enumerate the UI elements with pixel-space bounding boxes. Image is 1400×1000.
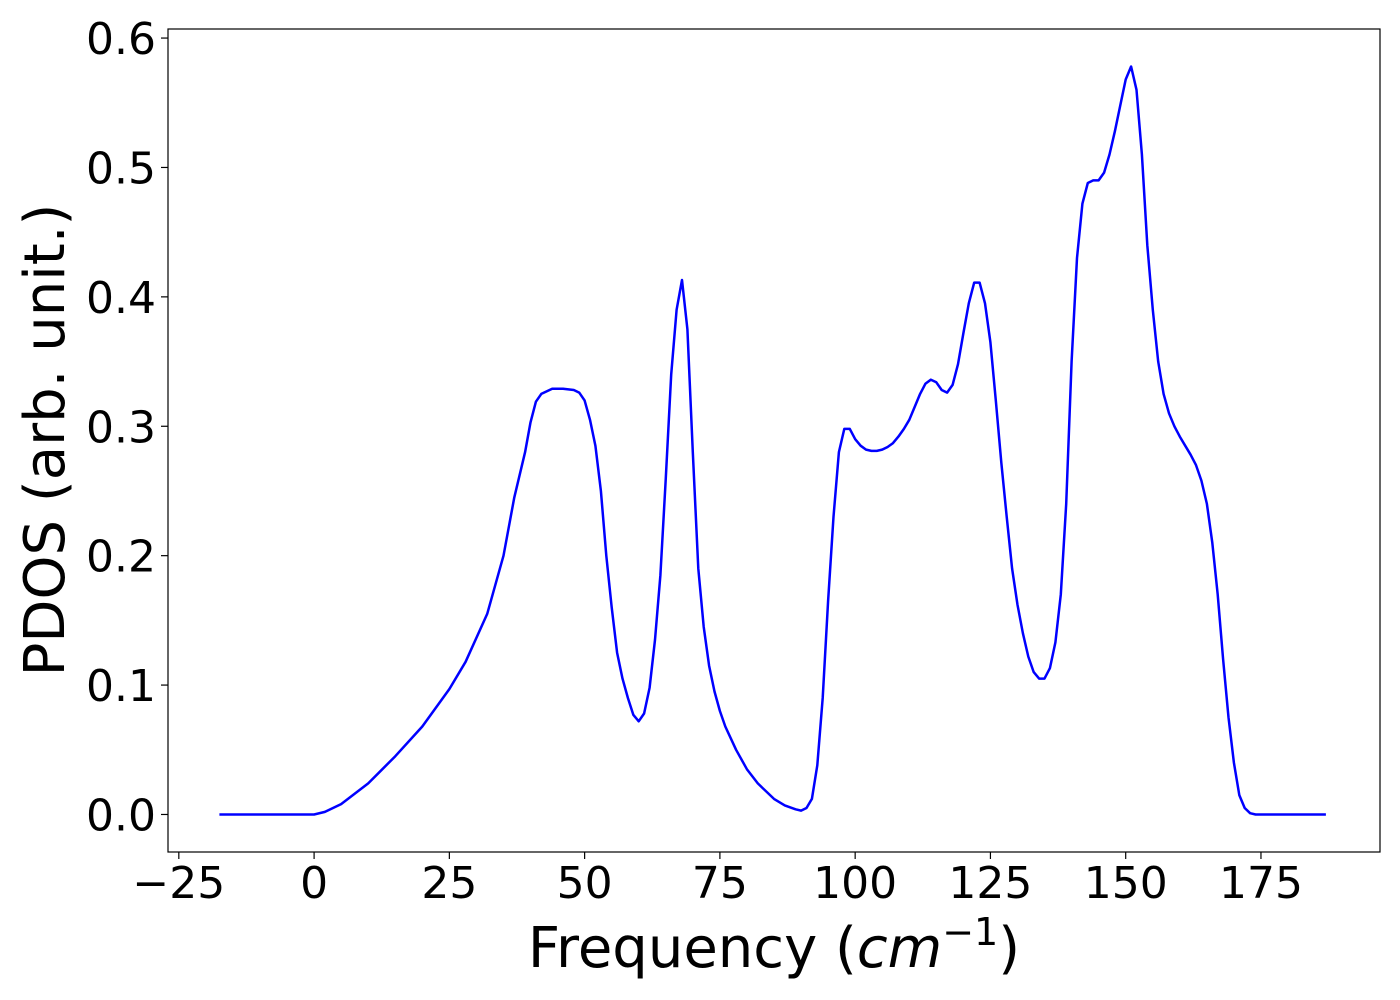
x-tick-label: 50 xyxy=(557,858,613,909)
x-tick-label: 175 xyxy=(1219,858,1303,909)
y-axis-ticks: 0.0 0.1 0.2 0.3 0.4 0.5 0.6 xyxy=(86,14,168,841)
x-tick-label: 0 xyxy=(300,858,328,909)
x-tick-label: 150 xyxy=(1084,858,1168,909)
y-tick-label: 0.2 xyxy=(86,532,156,583)
y-tick-label: 0.1 xyxy=(86,661,156,712)
plot-area xyxy=(168,29,1380,852)
x-tick-label: −25 xyxy=(132,858,225,909)
x-axis-label: Frequency (cm−1) xyxy=(528,910,1020,981)
series-line xyxy=(219,65,1326,816)
x-tick-label: 75 xyxy=(692,858,748,909)
x-axis-ticks: −25 0 25 50 75 100 125 150 175 xyxy=(132,852,1303,909)
x-tick-label: 125 xyxy=(948,858,1032,909)
y-tick-label: 0.4 xyxy=(86,273,156,324)
y-axis-label: PDOS (arb. unit.) xyxy=(13,204,78,677)
y-tick-label: 0.0 xyxy=(86,790,156,841)
y-tick-label: 0.5 xyxy=(86,143,156,194)
plot-frame xyxy=(167,28,1381,853)
y-tick-label: 0.3 xyxy=(86,402,156,453)
x-tick-label: 100 xyxy=(813,858,897,909)
y-tick-label: 0.6 xyxy=(86,14,156,65)
x-tick-label: 25 xyxy=(421,858,477,909)
